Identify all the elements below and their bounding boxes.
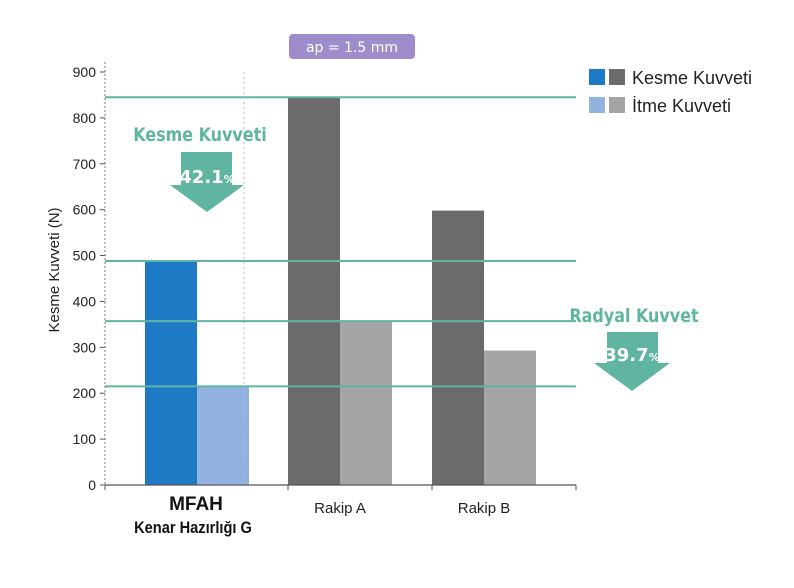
legend-label-kesme: Kesme Kuvveti: [632, 68, 752, 88]
bar-kesme-2: [432, 210, 484, 485]
annotation-kesme-label: Kesme Kuvveti: [133, 125, 266, 147]
legend-swatch-kesme-mfah: [589, 69, 605, 85]
title-badge: ap = 1.5 mm: [289, 34, 415, 59]
legend: Kesme Kuvveti İtme Kuvveti: [589, 68, 752, 116]
legend-label-itme: İtme Kuvveti: [632, 96, 731, 116]
y-tick-label-900: 900: [73, 64, 97, 80]
legend-swatch-itme-mfah: [589, 97, 605, 113]
y-tick-label-100: 100: [73, 431, 97, 447]
legend-swatch-itme-rakip: [609, 97, 625, 113]
y-tick-label-600: 600: [73, 202, 97, 218]
y-tick-label-800: 800: [73, 110, 97, 126]
annotation-radyal-label: Radyal Kuvvet: [569, 306, 698, 328]
x-axis-labels: MFAH Kenar Hazırlığı G Rakip A Rakip B: [134, 494, 510, 537]
bar-itme-2: [484, 350, 536, 485]
bars-layer: [145, 97, 536, 485]
y-tick-label-700: 700: [73, 156, 97, 172]
bar-kesme-1: [288, 97, 340, 485]
annotation-kesme-unit: %: [224, 173, 235, 186]
x-label-rakip-b: Rakip B: [458, 500, 511, 517]
reference-lines: [105, 96, 576, 388]
annotation-radyal-value: 39.7%: [604, 345, 659, 366]
title-badge-background: [289, 34, 415, 59]
bar-itme-1: [340, 321, 392, 485]
annotation-radyal-arrow: [594, 332, 670, 391]
annotation-kesme-arrow: [170, 152, 244, 212]
bar-itme-0: [197, 386, 249, 485]
x-label-mfah-subtitle: Kenar Hazırlığı G: [134, 519, 252, 537]
x-label-mfah: MFAH: [169, 494, 223, 515]
annotation-radyal-unit: %: [649, 351, 660, 364]
y-axis-label: Kesme Kuvveti (N): [46, 207, 63, 332]
annotation-kesme-value: 42.1%: [179, 167, 234, 188]
annotation-radyal: Radyal Kuvvet 39.7%: [569, 306, 699, 391]
x-label-rakip-a: Rakip A: [314, 500, 366, 517]
title-badge-text: ap = 1.5 mm: [306, 40, 398, 56]
annotation-radyal-number: 39.7: [604, 345, 648, 366]
y-tick-label-400: 400: [73, 293, 97, 309]
y-tick-label-0: 0: [88, 477, 96, 493]
annotation-kesme: Kesme Kuvveti 42.1%: [133, 125, 267, 212]
y-tick-label-300: 300: [73, 339, 97, 355]
bar-kesme-0: [145, 261, 197, 485]
y-tick-label-200: 200: [73, 385, 97, 401]
annotation-kesme-number: 42.1: [179, 167, 223, 188]
axes: 0 100 200 300 400 500 600 700 800 900: [73, 62, 577, 493]
legend-swatch-kesme-rakip: [609, 69, 625, 85]
y-tick-label-500: 500: [73, 248, 97, 264]
